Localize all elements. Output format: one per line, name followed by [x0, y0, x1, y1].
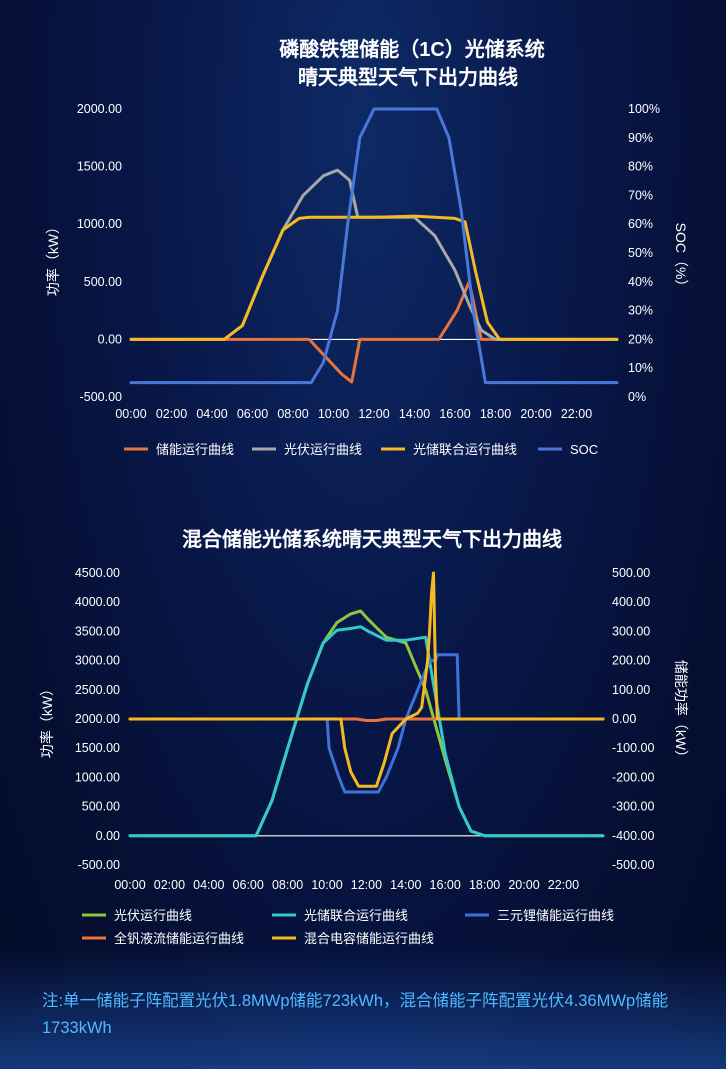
series-line-1 — [128, 609, 605, 838]
y-tick-label: 0.00 — [98, 332, 122, 346]
y-tick-label: 3000.00 — [75, 654, 120, 668]
x-tick-label: 22:00 — [561, 407, 592, 421]
x-tick-label: 10:00 — [311, 878, 342, 892]
y2-tick-label: 10% — [628, 361, 653, 375]
x-tick-label: 20:00 — [508, 878, 539, 892]
y2-tick-label: -500.00 — [612, 858, 654, 872]
x-tick-label: 20:00 — [520, 407, 551, 421]
footnote: 注:单一储能子阵配置光伏1.8MWp储能723kWh，混合储能子阵配置光伏4.3… — [42, 992, 669, 1037]
y2-tick-label: 100.00 — [612, 683, 650, 697]
y2-tick-label: 80% — [628, 160, 653, 174]
chart2-y-axis-label: 功率（kW） — [39, 682, 55, 758]
y2-tick-label: -200.00 — [612, 770, 654, 784]
legend-label: 三元锂储能运行曲线 — [497, 908, 614, 923]
y2-tick-label: 500.00 — [612, 566, 650, 580]
y-tick-label: 2000.00 — [75, 712, 120, 726]
y2-tick-label: 400.00 — [612, 595, 650, 609]
y2-tick-label: 90% — [628, 131, 653, 145]
series-line-2 — [128, 625, 605, 838]
x-tick-label: 06:00 — [237, 407, 268, 421]
x-tick-label: 12:00 — [351, 878, 382, 892]
legend-label: 光伏运行曲线 — [284, 442, 362, 457]
y-tick-label: 4000.00 — [75, 595, 120, 609]
x-tick-label: 22:00 — [548, 878, 579, 892]
y-tick-label: 1500.00 — [77, 160, 122, 174]
x-tick-label: 08:00 — [277, 407, 308, 421]
y2-tick-label: 100% — [628, 102, 660, 116]
bottom-glow — [0, 949, 726, 1069]
y2-tick-label: 30% — [628, 304, 653, 318]
legend-label: 光储联合运行曲线 — [304, 908, 408, 923]
series-line-2 — [129, 168, 619, 341]
legend-label: 混合电容储能运行曲线 — [304, 931, 434, 946]
y-tick-label: 500.00 — [84, 275, 122, 289]
series-line-1 — [129, 280, 619, 384]
chart2-y2-axis-label: 储能功率（kW） — [673, 660, 689, 764]
legend-label: SOC — [570, 442, 598, 457]
series-line-3 — [129, 214, 619, 341]
y-tick-label: 500.00 — [82, 800, 120, 814]
y-tick-label: 4500.00 — [75, 566, 120, 580]
x-tick-label: 14:00 — [399, 407, 430, 421]
chart1-title-line2: 晴天典型天气下出力曲线 — [298, 65, 518, 89]
x-tick-label: 18:00 — [480, 407, 511, 421]
chart1-y2-axis-label: SOC（%） — [673, 223, 689, 294]
y2-tick-label: -400.00 — [612, 829, 654, 843]
x-tick-label: 02:00 — [156, 407, 187, 421]
chart-2: 混合储能光储系统晴天典型天气下出力曲线 功率（kW） 储能功率（kW） -500… — [39, 527, 689, 946]
legend-label: 储能运行曲线 — [156, 442, 234, 457]
x-tick-label: 16:00 — [439, 407, 470, 421]
y-tick-label: 0.00 — [96, 829, 120, 843]
y-tick-label: -500.00 — [78, 858, 120, 872]
y-tick-label: -500.00 — [80, 390, 122, 404]
x-tick-label: 00:00 — [115, 407, 146, 421]
series-line-4 — [129, 107, 619, 385]
series-line-3 — [128, 653, 605, 794]
y-tick-label: 2500.00 — [75, 683, 120, 697]
chart1-title-line1: 磷酸铁锂储能（1C）光储系统 — [279, 37, 545, 61]
x-tick-label: 00:00 — [114, 878, 145, 892]
x-tick-label: 16:00 — [430, 878, 461, 892]
y2-tick-label: 0.00 — [612, 712, 636, 726]
y2-tick-label: 300.00 — [612, 624, 650, 638]
legend-label: 光储联合运行曲线 — [413, 442, 517, 457]
y-tick-label: 2000.00 — [77, 102, 122, 116]
y2-tick-label: 70% — [628, 188, 653, 202]
y-tick-label: 1000.00 — [77, 217, 122, 231]
y2-tick-label: 60% — [628, 217, 653, 231]
y2-tick-label: 0% — [628, 390, 646, 404]
y2-tick-label: -300.00 — [612, 800, 654, 814]
x-tick-label: 18:00 — [469, 878, 500, 892]
y2-tick-label: 200.00 — [612, 654, 650, 668]
x-tick-label: 04:00 — [193, 878, 224, 892]
series-line-5 — [128, 571, 605, 788]
legend-label: 光伏运行曲线 — [114, 908, 192, 923]
y-tick-label: 1000.00 — [75, 770, 120, 784]
y2-tick-label: 50% — [628, 246, 653, 260]
x-tick-label: 12:00 — [358, 407, 389, 421]
y2-tick-label: 20% — [628, 332, 653, 346]
chart-1: 磷酸铁锂储能（1C）光储系统 晴天典型天气下出力曲线 功率（kW） SOC（%）… — [45, 37, 689, 457]
x-tick-label: 04:00 — [196, 407, 227, 421]
chart1-y-axis-label: 功率（kW） — [45, 220, 61, 296]
x-tick-label: 08:00 — [272, 878, 303, 892]
x-tick-label: 06:00 — [233, 878, 264, 892]
y2-tick-label: 40% — [628, 275, 653, 289]
legend-label: 全钒液流储能运行曲线 — [114, 931, 244, 946]
x-tick-label: 10:00 — [318, 407, 349, 421]
y-tick-label: 3500.00 — [75, 624, 120, 638]
chart2-title: 混合储能光储系统晴天典型天气下出力曲线 — [182, 527, 562, 551]
y-tick-label: 1500.00 — [75, 741, 120, 755]
y2-tick-label: -100.00 — [612, 741, 654, 755]
x-tick-label: 02:00 — [154, 878, 185, 892]
x-tick-label: 14:00 — [390, 878, 421, 892]
